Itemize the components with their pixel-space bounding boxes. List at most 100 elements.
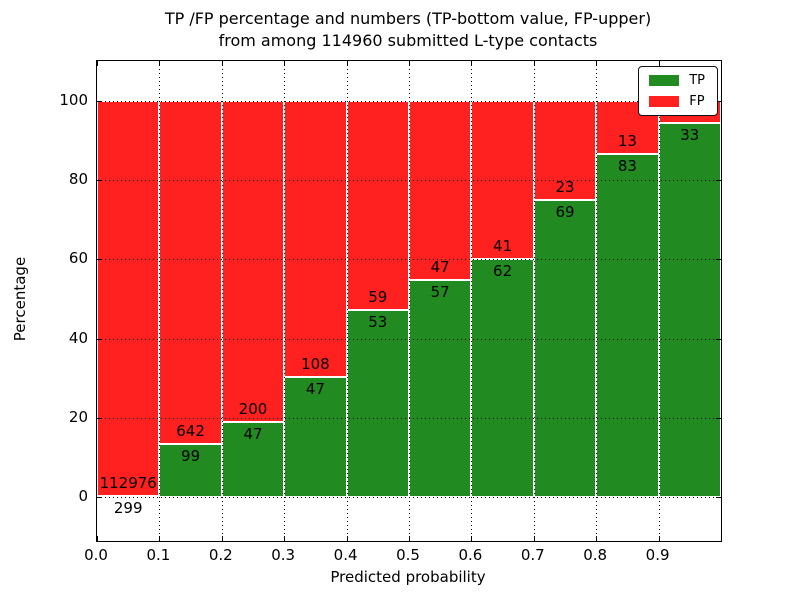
y-gridline bbox=[97, 180, 721, 181]
tp-count-label: 62 bbox=[493, 261, 513, 280]
legend-label-tp: TP bbox=[689, 73, 705, 88]
x-tick-mark bbox=[284, 536, 286, 541]
fp-count-label: 23 bbox=[555, 177, 575, 196]
tp-count-label: 99 bbox=[181, 447, 201, 466]
y-tick-label: 80 bbox=[68, 170, 88, 188]
x-tick-mark bbox=[159, 536, 161, 541]
tp-bar-segment bbox=[596, 154, 659, 498]
x-gridline bbox=[409, 61, 410, 541]
tp-count-label: 57 bbox=[430, 282, 450, 301]
fp-swatch-icon bbox=[649, 96, 680, 107]
fp-count-label: 642 bbox=[176, 422, 205, 441]
x-tick-label: 0.7 bbox=[520, 546, 545, 564]
x-tick-mark bbox=[346, 61, 348, 66]
x-tick-label: 0.1 bbox=[146, 546, 171, 564]
y-tick-mark bbox=[97, 418, 102, 420]
x-gridline bbox=[284, 61, 286, 541]
x-tick-mark bbox=[471, 536, 473, 541]
tp-bar-segment bbox=[533, 199, 597, 498]
fp-count-label: 13 bbox=[617, 132, 637, 151]
y-tick-mark bbox=[716, 100, 721, 102]
x-tick-label: 0.3 bbox=[271, 546, 296, 564]
y-tick-mark bbox=[716, 338, 721, 340]
legend-label-fp: FP bbox=[689, 94, 705, 109]
chart-title-line2: from among 114960 submitted L-type conta… bbox=[218, 31, 598, 50]
tp-count-label: 299 bbox=[113, 499, 143, 518]
x-tick-mark bbox=[471, 61, 473, 66]
x-tick-mark bbox=[596, 61, 598, 66]
y-tick-mark bbox=[716, 497, 721, 499]
tp-bar-segment bbox=[284, 377, 347, 498]
x-tick-mark bbox=[658, 536, 660, 541]
tp-count-label: 83 bbox=[617, 157, 637, 176]
fp-bar-segment bbox=[409, 100, 472, 280]
x-tick-label: 0.5 bbox=[396, 546, 420, 564]
x-tick-mark bbox=[284, 61, 286, 66]
fp-count-label: 112976 bbox=[99, 474, 157, 493]
x-gridline bbox=[596, 61, 598, 541]
y-tick-mark bbox=[97, 180, 102, 181]
tp-count-label: 47 bbox=[305, 380, 325, 399]
y-tick-label: 20 bbox=[68, 408, 88, 427]
fp-count-label: 47 bbox=[430, 257, 450, 276]
x-tick-mark bbox=[409, 61, 410, 66]
fp-count-label: 41 bbox=[493, 236, 513, 255]
legend-entry-fp: FP bbox=[649, 95, 705, 108]
y-axis-label: Percentage bbox=[11, 256, 29, 342]
fp-bar-segment bbox=[471, 100, 534, 259]
tp-bar-segment bbox=[471, 258, 534, 498]
x-tick-label: 0.6 bbox=[458, 546, 483, 564]
x-tick-label: 0.8 bbox=[583, 546, 608, 564]
legend-entry-tp: TP bbox=[649, 74, 705, 87]
tp-bar-segment bbox=[658, 123, 721, 498]
x-tick-mark bbox=[221, 61, 223, 66]
x-tick-label: 0.2 bbox=[208, 546, 233, 564]
chart-title-line1: TP /FP percentage and numbers (TP-bottom… bbox=[164, 9, 652, 28]
legend: TP FP bbox=[638, 66, 718, 116]
y-tick-mark bbox=[716, 259, 721, 261]
fp-count-label: 59 bbox=[368, 287, 388, 306]
fp-count-label: 200 bbox=[238, 399, 268, 418]
tp-bar-segment bbox=[409, 279, 472, 498]
x-tick-mark bbox=[97, 536, 98, 541]
x-tick-label: 0.9 bbox=[645, 546, 670, 564]
y-tick-mark bbox=[97, 338, 102, 340]
x-tick-mark bbox=[533, 536, 535, 541]
fp-bar-segment bbox=[221, 100, 285, 422]
y-gridline bbox=[97, 259, 721, 261]
x-gridline bbox=[221, 61, 223, 541]
y-tick-mark bbox=[716, 180, 721, 181]
tp-count-label: 69 bbox=[555, 202, 575, 221]
fp-bar-segment bbox=[159, 100, 222, 445]
tp-count-label: 47 bbox=[243, 424, 263, 443]
fp-bar-segment bbox=[284, 100, 347, 378]
x-gridline bbox=[471, 61, 473, 541]
y-tick-mark bbox=[716, 418, 721, 420]
x-tick-mark bbox=[409, 536, 410, 541]
x-gridline bbox=[346, 61, 348, 541]
y-gridline bbox=[97, 100, 721, 102]
tp-swatch-icon bbox=[649, 75, 680, 86]
y-tick-label: 60 bbox=[68, 249, 88, 268]
y-tick-mark bbox=[97, 259, 102, 261]
x-gridline bbox=[159, 61, 161, 541]
x-tick-mark bbox=[533, 61, 535, 66]
plot-area: TP FP 112976 299 642 99 200 47 108 47 59 53 47 57 41… bbox=[96, 60, 722, 542]
y-gridline bbox=[97, 418, 721, 420]
x-tick-mark bbox=[346, 536, 348, 541]
x-tick-mark bbox=[159, 61, 161, 66]
y-tick-mark bbox=[97, 100, 102, 102]
x-axis-label: Predicted probability bbox=[330, 568, 486, 586]
tp-count-label: 33 bbox=[680, 126, 700, 145]
fp-bar-segment bbox=[346, 100, 409, 310]
x-tick-mark bbox=[658, 61, 660, 66]
y-tick-label: 100 bbox=[59, 90, 88, 109]
fp-bar-segment bbox=[97, 100, 160, 497]
y-gridline bbox=[97, 497, 721, 499]
y-tick-label: 40 bbox=[68, 328, 88, 347]
y-tick-label: 0 bbox=[78, 487, 88, 506]
tp-bar-segment bbox=[221, 421, 285, 498]
x-tick-label: 0.4 bbox=[333, 546, 358, 564]
fp-count-label: 108 bbox=[301, 355, 330, 374]
